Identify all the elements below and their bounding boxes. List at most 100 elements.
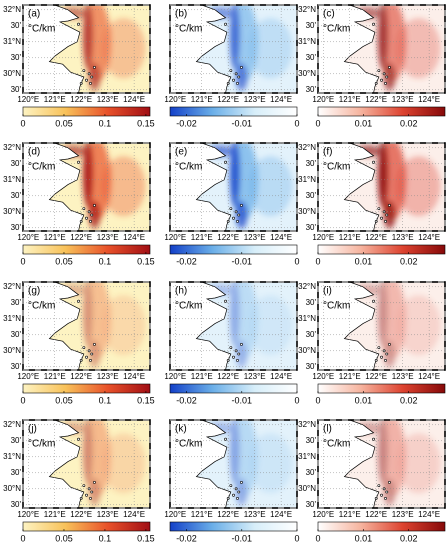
island (240, 342, 243, 346)
lat-tick-label: 30°N (3, 346, 21, 355)
field-blob (101, 433, 146, 494)
lat-tick-label: 30°N (298, 207, 316, 216)
colorbar-tick-label: 0.05 (55, 395, 73, 405)
colorbar-tick-label: 0 (294, 533, 299, 543)
lat-tick-label: 30°N (298, 484, 316, 493)
lon-tick-label: 122°E (217, 510, 239, 519)
field-blob (229, 143, 240, 208)
field-blob (248, 156, 293, 217)
island (93, 203, 96, 207)
colorbar-tick-label: -0.01 (232, 118, 253, 128)
lon-tick-label: 122°E (70, 510, 92, 519)
island (385, 75, 389, 79)
colorbar-tick-label: 0 (315, 533, 320, 543)
island (236, 496, 239, 500)
land (170, 282, 232, 370)
island (372, 437, 375, 441)
colorbar (317, 521, 446, 532)
lon-tick-label: 123°E (97, 372, 119, 381)
field-blob (396, 433, 441, 494)
unit-label: °C/km (28, 24, 55, 35)
lon-tick-label: 124°E (418, 95, 440, 104)
lon-tick-label: 121°E (191, 510, 213, 519)
island (380, 493, 383, 497)
island (372, 160, 375, 164)
colorbar-tick-label: 0 (20, 256, 25, 266)
colorbar-tick-label: 0 (294, 395, 299, 405)
lon-tick-label: 121°E (339, 95, 361, 104)
lon-tick-label: 123°E (244, 95, 266, 104)
island (224, 299, 227, 303)
colorbar-tick-label: 0.05 (55, 256, 73, 266)
field-blob (377, 420, 388, 485)
lat-tick-label: 31°N (3, 175, 21, 184)
island (240, 203, 243, 207)
colorbar-tick-label: 0 (315, 395, 320, 405)
unit-label: °C/km (175, 162, 202, 173)
lat-tick-label: 31°N (3, 37, 21, 46)
colorbar (22, 106, 151, 117)
lat-tick-label: 31°N (298, 175, 316, 184)
field-blob (396, 295, 441, 356)
lon-tick-label: 124°E (123, 372, 145, 381)
island (380, 355, 383, 359)
colorbar (22, 383, 151, 394)
field-blob (396, 156, 441, 217)
island (229, 69, 233, 73)
island (384, 358, 387, 362)
land (318, 5, 380, 93)
colorbar-tick-label: 0.15 (137, 533, 155, 543)
unit-label: °C/km (323, 439, 350, 450)
colorbar-tick-label: 0.05 (55, 118, 73, 128)
lon-tick-label: 120°E (312, 95, 334, 104)
lon-tick-label: 120°E (164, 95, 186, 104)
colorbar-tick-label: 0.01 (355, 395, 373, 405)
island (229, 207, 233, 211)
map-frame-dash (317, 142, 446, 232)
colorbar-tick-label: -0.02 (176, 118, 197, 128)
map-panel (318, 420, 445, 508)
lat-tick-label: 32°N (298, 282, 316, 291)
lat-tick-label: 31°N (298, 452, 316, 461)
lon-tick-label: 122°E (217, 95, 239, 104)
land (23, 420, 85, 508)
lat-tick-label: 32°N (298, 143, 316, 152)
colorbar (169, 106, 298, 117)
island (90, 352, 94, 356)
panel-label: (g) (28, 286, 40, 297)
lon-tick-label: 124°E (418, 372, 440, 381)
gradient-field (356, 143, 441, 229)
map-panel (23, 143, 150, 231)
unit-label: °C/km (175, 301, 202, 312)
lat-tick-label: 30°N (298, 346, 316, 355)
panel-label: (l) (323, 424, 332, 435)
lon-tick-label: 120°E (17, 510, 39, 519)
field-blob (82, 282, 93, 347)
colorbar-tick-label: 0 (315, 256, 320, 266)
field-blob (101, 18, 146, 79)
lon-tick-label: 121°E (44, 95, 66, 104)
island (82, 346, 86, 350)
land (23, 282, 85, 370)
lon-tick-label: 121°E (339, 510, 361, 519)
unit-label: °C/km (28, 439, 55, 450)
lat-tick-label: 30' (11, 330, 22, 339)
panel-label: (h) (175, 286, 187, 297)
lon-tick-label: 121°E (191, 233, 213, 242)
colorbar (22, 244, 151, 255)
island (232, 78, 235, 82)
lat-tick-label: 30' (306, 330, 317, 339)
gradient-field (208, 282, 293, 368)
island (380, 216, 383, 220)
field-blob (229, 282, 240, 347)
map-panel (170, 143, 297, 231)
island (236, 219, 239, 223)
lon-tick-label: 121°E (339, 372, 361, 381)
unit-label: °C/km (28, 301, 55, 312)
island (240, 66, 243, 69)
gradient-field (61, 143, 146, 229)
lat-tick-label: 30' (306, 468, 317, 477)
island (372, 299, 375, 303)
lon-tick-label: 122°E (365, 372, 387, 381)
